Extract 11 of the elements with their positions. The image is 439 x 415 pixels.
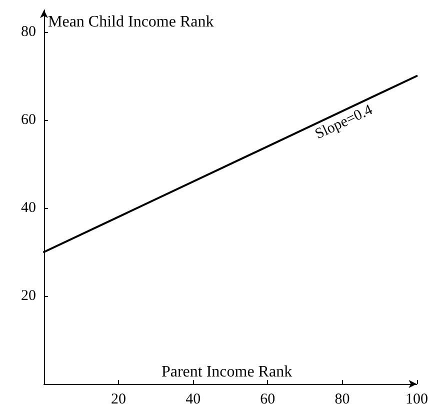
x-tick-label: 60 xyxy=(260,392,276,408)
y-axis-title: Mean Child Income Rank xyxy=(48,14,214,30)
y-tick-label: 60 xyxy=(21,112,36,128)
y-tick-label: 80 xyxy=(21,24,36,40)
x-tick-label: 40 xyxy=(186,392,201,408)
x-axis-title: Parent Income Rank xyxy=(161,364,292,380)
x-tick-label: 80 xyxy=(334,392,350,408)
x-tick-label: 20 xyxy=(111,392,126,408)
y-tick-label: 20 xyxy=(21,288,36,304)
x-tick-label: 100 xyxy=(406,392,428,408)
y-tick-label: 40 xyxy=(21,200,36,216)
